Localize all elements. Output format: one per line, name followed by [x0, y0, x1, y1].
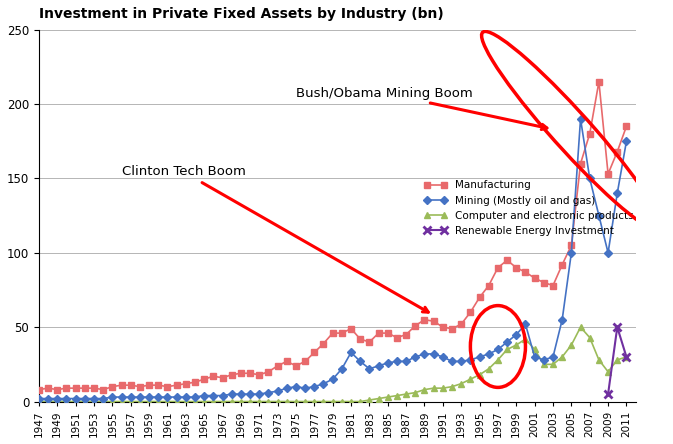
- Computer and electronic products: [209, 399, 217, 404]
- Mining (Mostly oil and gas): [283, 385, 291, 391]
- Mining (Mostly oil and gas): [172, 394, 180, 400]
- Computer and electronic products: [604, 369, 612, 374]
- Manufacturing: [209, 373, 217, 379]
- Mining (Mostly oil and gas): [35, 396, 43, 401]
- Legend: Manufacturing, Mining (Mostly oil and gas), Computer and electronic products, Re: Manufacturing, Mining (Mostly oil and ga…: [420, 176, 638, 240]
- Text: Clinton Tech Boom: Clinton Tech Boom: [122, 166, 428, 312]
- Mining (Mostly oil and gas): [577, 116, 585, 122]
- Computer and electronic products: [577, 325, 585, 330]
- Manufacturing: [172, 382, 180, 388]
- Mining (Mostly oil and gas): [604, 250, 612, 255]
- Manufacturing: [595, 79, 603, 84]
- Computer and electronic products: [172, 399, 180, 404]
- Manufacturing: [540, 280, 548, 285]
- Line: Renewable Energy Investment: Renewable Energy Investment: [604, 323, 631, 398]
- Renewable Energy Investment: [604, 392, 612, 397]
- Manufacturing: [338, 330, 346, 336]
- Mining (Mostly oil and gas): [338, 366, 346, 372]
- Manufacturing: [623, 124, 631, 129]
- Mining (Mostly oil and gas): [623, 139, 631, 144]
- Line: Mining (Mostly oil and gas): Mining (Mostly oil and gas): [36, 116, 629, 401]
- Computer and electronic products: [623, 354, 631, 360]
- Manufacturing: [604, 171, 612, 177]
- Computer and electronic products: [338, 399, 346, 404]
- Renewable Energy Investment: [613, 325, 621, 330]
- Line: Manufacturing: Manufacturing: [36, 79, 629, 392]
- Mining (Mostly oil and gas): [540, 357, 548, 363]
- Text: Investment in Private Fixed Assets by Industry (bn): Investment in Private Fixed Assets by In…: [39, 7, 444, 20]
- Mining (Mostly oil and gas): [209, 393, 217, 398]
- Manufacturing: [283, 359, 291, 364]
- Computer and electronic products: [35, 399, 43, 404]
- Manufacturing: [35, 387, 43, 392]
- Computer and electronic products: [283, 399, 291, 404]
- Computer and electronic products: [540, 362, 548, 367]
- Text: Bush/Obama Mining Boom: Bush/Obama Mining Boom: [296, 87, 547, 130]
- Line: Computer and electronic products: Computer and electronic products: [36, 325, 629, 404]
- Renewable Energy Investment: [623, 354, 631, 360]
